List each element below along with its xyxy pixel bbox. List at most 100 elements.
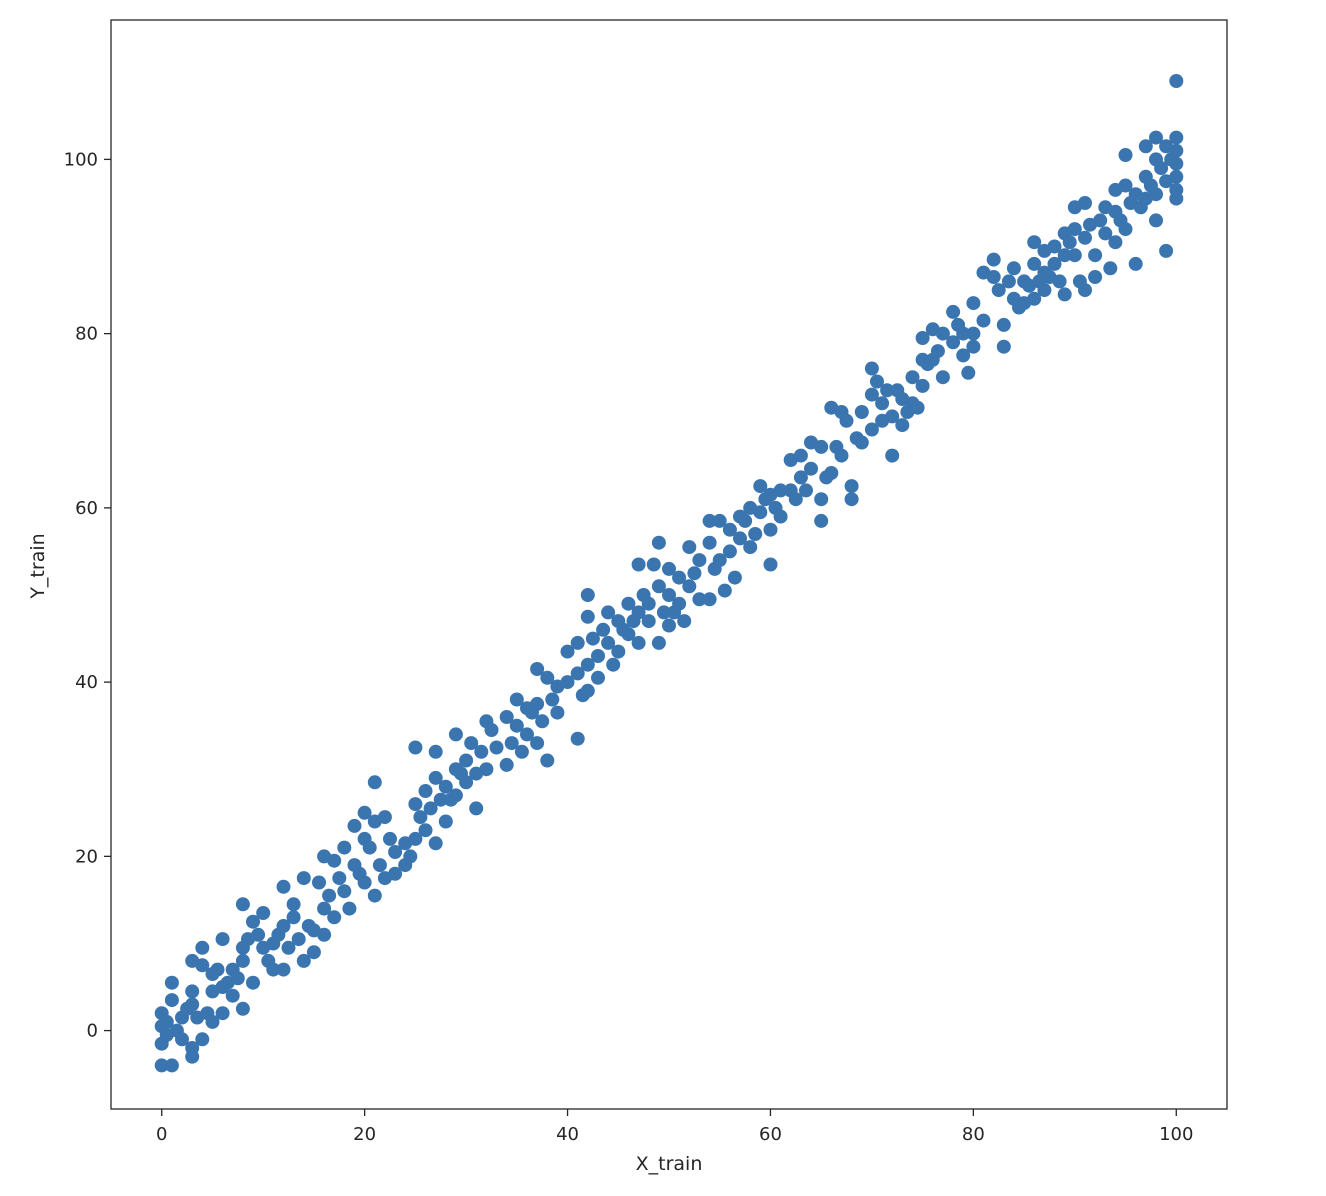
data-point — [317, 927, 332, 942]
data-point — [256, 906, 271, 920]
data-point — [1027, 291, 1042, 306]
data-point — [621, 627, 636, 642]
data-point — [469, 801, 484, 816]
data-point — [296, 953, 311, 968]
data-point — [342, 901, 357, 916]
data-point — [885, 409, 900, 424]
data-point — [834, 448, 849, 463]
data-point — [966, 339, 981, 354]
x-tick-label: 20 — [353, 1124, 376, 1145]
data-point — [1093, 213, 1108, 228]
data-point — [1169, 156, 1184, 171]
data-point — [601, 605, 616, 620]
x-tick-label: 0 — [156, 1124, 167, 1145]
data-point — [1027, 256, 1042, 271]
data-point — [570, 635, 585, 650]
y-tick-label: 20 — [75, 846, 98, 867]
data-point — [1118, 222, 1133, 237]
data-point — [844, 479, 859, 494]
data-point — [438, 814, 453, 829]
data-point — [230, 971, 245, 986]
data-point — [788, 492, 803, 507]
data-point — [1154, 161, 1169, 176]
data-point — [935, 326, 950, 341]
data-point — [743, 540, 758, 555]
data-point — [991, 283, 1006, 298]
data-point — [986, 270, 1001, 284]
x-tick-label: 80 — [962, 1124, 985, 1145]
data-point — [464, 736, 479, 751]
data-point — [448, 727, 463, 742]
data-point — [662, 618, 676, 633]
data-point — [484, 723, 499, 737]
data-point — [520, 727, 534, 742]
data-point — [489, 740, 504, 755]
data-point — [738, 513, 753, 528]
data-point — [367, 775, 382, 790]
data-point — [514, 744, 529, 759]
data-point — [712, 513, 727, 528]
data-point — [1052, 274, 1067, 289]
data-point — [185, 984, 200, 999]
data-point — [763, 522, 778, 537]
data-point — [930, 344, 945, 359]
data-point — [996, 339, 1011, 354]
data-point — [1138, 139, 1153, 154]
x-tick-label: 40 — [556, 1124, 579, 1145]
data-point — [966, 296, 981, 311]
data-point — [641, 614, 656, 629]
data-point — [499, 757, 514, 772]
data-point — [1057, 287, 1072, 302]
data-point — [1078, 196, 1092, 210]
data-point — [702, 592, 717, 607]
data-point — [1001, 274, 1016, 289]
data-point — [631, 557, 646, 572]
data-point — [1169, 74, 1184, 88]
data-point — [433, 792, 448, 807]
data-point — [864, 361, 879, 376]
data-point — [428, 744, 443, 759]
y-tick-label: 60 — [75, 498, 98, 519]
data-point — [195, 958, 210, 973]
data-point — [251, 927, 266, 942]
data-point — [205, 1014, 220, 1029]
data-point — [1159, 243, 1174, 258]
data-point — [722, 522, 737, 537]
data-point — [580, 609, 595, 624]
data-point — [753, 479, 768, 494]
data-point — [540, 753, 555, 768]
data-point — [210, 962, 225, 977]
data-point — [418, 784, 433, 798]
data-point — [296, 871, 311, 886]
data-point — [814, 513, 829, 528]
data-point — [276, 962, 291, 977]
data-point — [814, 439, 829, 454]
data-point — [418, 823, 433, 838]
data-point — [362, 840, 377, 855]
data-point — [662, 588, 676, 602]
data-point — [459, 775, 474, 790]
data-point — [753, 505, 768, 520]
data-point — [748, 527, 763, 541]
data-point — [804, 461, 818, 476]
data-point — [672, 596, 687, 611]
data-point — [1062, 235, 1077, 250]
data-point — [1108, 235, 1123, 250]
data-point — [1057, 248, 1072, 263]
x-tick-label: 60 — [759, 1124, 782, 1145]
data-point — [864, 387, 879, 402]
data-point — [286, 897, 301, 912]
data-point — [1169, 191, 1184, 206]
data-point — [844, 492, 859, 507]
data-point — [1088, 248, 1103, 263]
data-point — [672, 570, 687, 585]
data-point — [164, 993, 179, 1008]
data-point — [591, 649, 605, 663]
data-point — [611, 644, 626, 659]
data-point — [317, 901, 332, 916]
data-point — [986, 252, 1001, 267]
data-point — [545, 692, 560, 707]
data-point — [1078, 230, 1092, 245]
data-point — [377, 810, 392, 825]
data-point — [580, 657, 595, 672]
